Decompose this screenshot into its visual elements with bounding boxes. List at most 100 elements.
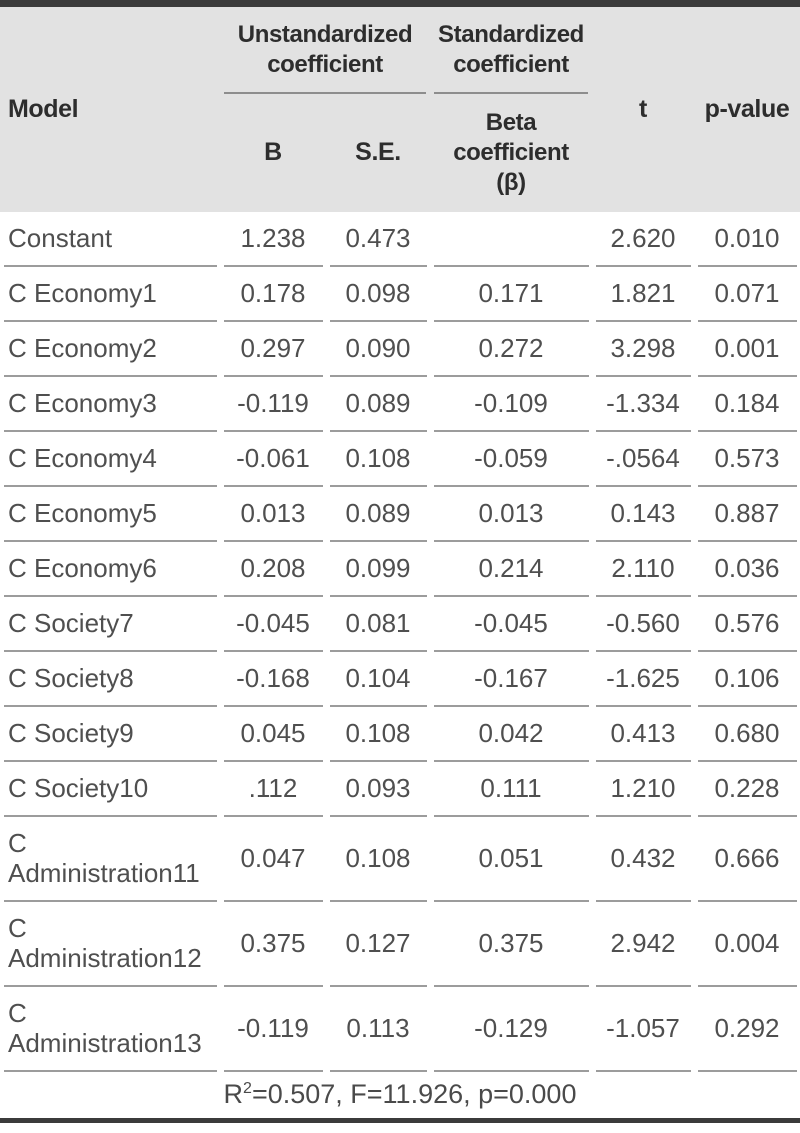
- cell-beta: -0.059: [430, 431, 592, 487]
- cell-se: 0.089: [326, 376, 430, 432]
- table-footer: R2=0.507, F=11.926, p=0.000: [0, 1072, 800, 1121]
- cell-b: -0.061: [220, 431, 326, 487]
- table-header: Model Unstandardized coefficient Standar…: [0, 3, 800, 212]
- cell-model: C Economy5: [0, 486, 220, 542]
- table-row-administration12: C Administration12 0.375 0.127 0.375 2.9…: [0, 901, 800, 987]
- cell-se: 0.108: [326, 816, 430, 902]
- cell-b: 0.208: [220, 541, 326, 597]
- cell-se: 0.108: [326, 706, 430, 762]
- cell-b: -0.119: [220, 986, 326, 1072]
- cell-beta: 0.042: [430, 706, 592, 762]
- cell-beta: 0.272: [430, 321, 592, 377]
- cell-t: 0.143: [592, 486, 694, 542]
- cell-p: 0.004: [694, 901, 800, 987]
- cell-p: 0.576: [694, 596, 800, 652]
- table-row-economy2: C Economy2 0.297 0.090 0.272 3.298 0.001: [0, 321, 800, 377]
- table-row-society8: C Society8 -0.168 0.104 -0.167 -1.625 0.…: [0, 651, 800, 707]
- cell-beta: 0.214: [430, 541, 592, 597]
- cell-beta: -0.045: [430, 596, 592, 652]
- cell-b: .112: [220, 761, 326, 817]
- cell-se: 0.127: [326, 901, 430, 987]
- cell-t: -1.057: [592, 986, 694, 1072]
- cell-p: 0.001: [694, 321, 800, 377]
- cell-se: 0.104: [326, 651, 430, 707]
- cell-model: C Administration11: [0, 816, 220, 902]
- cell-b: -0.168: [220, 651, 326, 707]
- cell-t: 2.620: [592, 211, 694, 267]
- cell-model: C Economy3: [0, 376, 220, 432]
- cell-t: 3.298: [592, 321, 694, 377]
- table-row-society10: C Society10 .112 0.093 0.111 1.210 0.228: [0, 761, 800, 817]
- cell-se: 0.089: [326, 486, 430, 542]
- header-row-subcolumns: B S.E. Beta coefficient (β): [0, 93, 800, 212]
- table-row-economy3: C Economy3 -0.119 0.089 -0.109 -1.334 0.…: [0, 376, 800, 432]
- cell-model: C Administration13: [0, 986, 220, 1072]
- cell-t: -1.334: [592, 376, 694, 432]
- cell-model: C Society8: [0, 651, 220, 707]
- header-group-standardized: Standardized coefficient: [430, 3, 592, 94]
- header-p-value: p-value: [694, 3, 800, 212]
- cell-model: C Economy4: [0, 431, 220, 487]
- table-body: Constant 1.238 0.473 2.620 0.010 C Econo…: [0, 211, 800, 1072]
- cell-b: -0.119: [220, 376, 326, 432]
- cell-beta: 0.013: [430, 486, 592, 542]
- cell-t: -1.625: [592, 651, 694, 707]
- cell-b: 0.047: [220, 816, 326, 902]
- cell-model: C Society7: [0, 596, 220, 652]
- cell-t: -0.560: [592, 596, 694, 652]
- table-row-society7: C Society7 -0.045 0.081 -0.045 -0.560 0.…: [0, 596, 800, 652]
- header-b: B: [220, 93, 326, 212]
- cell-p: 0.666: [694, 816, 800, 902]
- cell-p: 0.573: [694, 431, 800, 487]
- cell-se: 0.108: [326, 431, 430, 487]
- cell-beta: 0.051: [430, 816, 592, 902]
- cell-p: 0.036: [694, 541, 800, 597]
- cell-se: 0.090: [326, 321, 430, 377]
- cell-b: 0.045: [220, 706, 326, 762]
- r-superscript: 2: [243, 1080, 252, 1098]
- cell-p: 0.228: [694, 761, 800, 817]
- header-group-unstandardized: Unstandardized coefficient: [220, 3, 430, 94]
- table-row-economy6: C Economy6 0.208 0.099 0.214 2.110 0.036: [0, 541, 800, 597]
- cell-se: 0.098: [326, 266, 430, 322]
- table-row-administration11: C Administration11 0.047 0.108 0.051 0.4…: [0, 816, 800, 902]
- header-model: Model: [0, 3, 220, 212]
- header-t: t: [592, 3, 694, 212]
- cell-p: 0.071: [694, 266, 800, 322]
- cell-se: 0.093: [326, 761, 430, 817]
- header-beta-coefficient: Beta coefficient (β): [430, 93, 592, 212]
- cell-beta: 0.111: [430, 761, 592, 817]
- table-row-economy5: C Economy5 0.013 0.089 0.013 0.143 0.887: [0, 486, 800, 542]
- cell-t: 1.210: [592, 761, 694, 817]
- cell-beta: 0.171: [430, 266, 592, 322]
- cell-t: 0.432: [592, 816, 694, 902]
- cell-t: 0.413: [592, 706, 694, 762]
- cell-p: 0.292: [694, 986, 800, 1072]
- cell-beta: -0.167: [430, 651, 592, 707]
- cell-beta: -0.109: [430, 376, 592, 432]
- cell-p: 0.887: [694, 486, 800, 542]
- r-label: R: [223, 1079, 244, 1110]
- cell-model: C Economy6: [0, 541, 220, 597]
- cell-model: C Society10: [0, 761, 220, 817]
- cell-se: 0.473: [326, 211, 430, 267]
- cell-model: C Economy2: [0, 321, 220, 377]
- cell-se: 0.113: [326, 986, 430, 1072]
- model-summary-row: R2=0.507, F=11.926, p=0.000: [0, 1072, 800, 1121]
- cell-model: C Economy1: [0, 266, 220, 322]
- cell-beta: 0.375: [430, 901, 592, 987]
- cell-model: C Society9: [0, 706, 220, 762]
- cell-model: Constant: [0, 211, 220, 267]
- model-summary-text: R2=0.507, F=11.926, p=0.000: [0, 1072, 800, 1121]
- cell-b: 1.238: [220, 211, 326, 267]
- cell-p: 0.106: [694, 651, 800, 707]
- cell-p: 0.680: [694, 706, 800, 762]
- cell-model: C Administration12: [0, 901, 220, 987]
- cell-b: -0.045: [220, 596, 326, 652]
- cell-t: 2.942: [592, 901, 694, 987]
- summary-stats: =0.507, F=11.926, p=0.000: [251, 1079, 577, 1110]
- cell-t: 2.110: [592, 541, 694, 597]
- cell-beta: -0.129: [430, 986, 592, 1072]
- cell-b: 0.297: [220, 321, 326, 377]
